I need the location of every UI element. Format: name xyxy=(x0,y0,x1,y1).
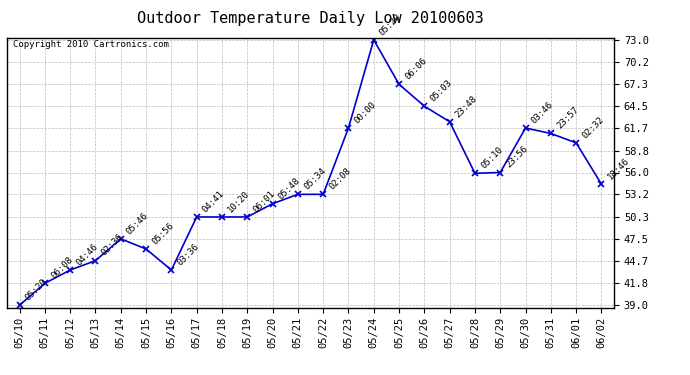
Text: 02:36: 02:36 xyxy=(99,232,125,258)
Text: 06:06: 06:06 xyxy=(403,56,428,81)
Text: Outdoor Temperature Daily Low 20100603: Outdoor Temperature Daily Low 20100603 xyxy=(137,11,484,26)
Text: 18:46: 18:46 xyxy=(606,156,631,182)
Text: 10:20: 10:20 xyxy=(226,189,251,214)
Text: 05:56: 05:56 xyxy=(150,221,175,246)
Text: 06:08: 06:08 xyxy=(49,255,75,280)
Text: 05:10: 05:10 xyxy=(479,145,504,171)
Text: 00:00: 00:00 xyxy=(353,100,378,125)
Text: 23:56: 23:56 xyxy=(504,144,530,170)
Text: 06:01: 06:01 xyxy=(251,189,277,214)
Text: 05:48: 05:48 xyxy=(277,176,302,201)
Text: 05:46: 05:46 xyxy=(125,211,150,236)
Text: 03:36: 03:36 xyxy=(175,242,201,267)
Text: 02:32: 02:32 xyxy=(580,115,606,140)
Text: 04:46: 04:46 xyxy=(75,242,99,267)
Text: 02:08: 02:08 xyxy=(327,166,353,192)
Text: 05:20: 05:20 xyxy=(378,12,403,37)
Text: 04:41: 04:41 xyxy=(201,189,226,214)
Text: 23:57: 23:57 xyxy=(555,105,580,131)
Text: 05:03: 05:03 xyxy=(428,78,454,104)
Text: Copyright 2010 Cartronics.com: Copyright 2010 Cartronics.com xyxy=(13,40,169,49)
Text: 03:46: 03:46 xyxy=(530,100,555,125)
Text: 05:34: 05:34 xyxy=(302,166,327,192)
Text: 05:20: 05:20 xyxy=(23,277,49,302)
Text: 23:48: 23:48 xyxy=(454,94,479,119)
